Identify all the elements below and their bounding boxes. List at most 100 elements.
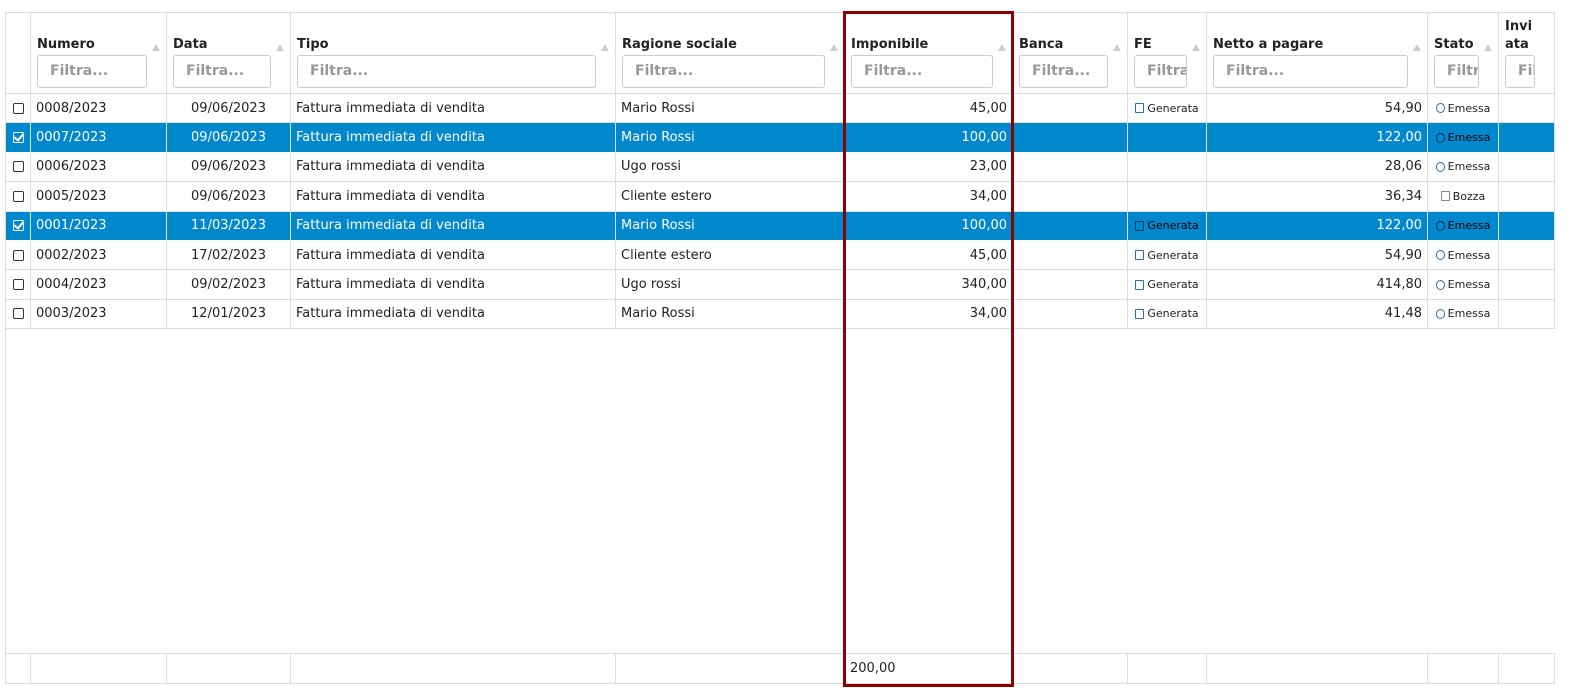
cell-text: Cliente estero bbox=[621, 247, 712, 263]
cell-text: Mario Rossi bbox=[621, 100, 695, 116]
filter-input[interactable]: Filtra... bbox=[622, 55, 825, 88]
table-cell: Mario Rossi bbox=[616, 94, 845, 124]
status-icon bbox=[1435, 220, 1445, 231]
table-cell bbox=[1013, 123, 1128, 153]
cell-text: 34,00 bbox=[969, 306, 1007, 322]
cell-text: 36,34 bbox=[1384, 188, 1422, 204]
checkbox-cell bbox=[5, 211, 31, 241]
filter-input[interactable]: Filtra... bbox=[1019, 55, 1108, 88]
header-cell bbox=[1128, 12, 1207, 94]
sort-arrow[interactable] bbox=[998, 44, 1006, 51]
cell-text: 09/06/2023 bbox=[191, 100, 266, 116]
checkbox-cell bbox=[5, 270, 31, 300]
cell-text: 09/06/2023 bbox=[191, 159, 266, 175]
table-cell: Mario Rossi bbox=[616, 123, 845, 153]
status-icon bbox=[1135, 103, 1145, 114]
cell-text: 23,00 bbox=[969, 159, 1007, 175]
row-checkbox[interactable] bbox=[12, 279, 24, 291]
filter-input[interactable]: Filtra... bbox=[1134, 55, 1187, 88]
table-cell: Emessa bbox=[1428, 94, 1499, 124]
filter-input[interactable]: Filtra... bbox=[1213, 55, 1408, 88]
header-cell bbox=[1428, 12, 1499, 94]
table-cell bbox=[1499, 270, 1555, 300]
table-cell bbox=[1499, 152, 1555, 183]
sort-arrow[interactable] bbox=[1113, 44, 1121, 51]
status-icon bbox=[1435, 161, 1445, 172]
row-checkbox[interactable] bbox=[12, 130, 25, 144]
checkbox-cell bbox=[5, 94, 31, 124]
filter-input[interactable]: Filtra... bbox=[851, 55, 993, 88]
footer-cell bbox=[1428, 653, 1499, 684]
cell-text: Emessa bbox=[1447, 101, 1491, 115]
cell-text: Fattura immediata di vendita bbox=[296, 247, 485, 263]
row-checkbox[interactable] bbox=[12, 190, 24, 202]
table-cell bbox=[1499, 182, 1555, 212]
row-checkbox[interactable] bbox=[12, 161, 24, 173]
filter-input[interactable]: Filtra... bbox=[297, 55, 596, 88]
cell-text: 17/02/2023 bbox=[191, 247, 266, 263]
cell-text: 54,90 bbox=[1384, 247, 1422, 263]
sort-arrow[interactable] bbox=[1192, 44, 1200, 51]
row-checkbox[interactable] bbox=[12, 102, 24, 114]
table-cell: 12/01/2023 bbox=[167, 299, 291, 330]
table-cell: 122,00 bbox=[1207, 211, 1428, 241]
cell-text: 09/06/2023 bbox=[191, 188, 266, 204]
column-label: FE bbox=[1134, 37, 1152, 52]
cell-text: Emessa bbox=[1447, 248, 1491, 262]
sort-arrow[interactable] bbox=[1413, 44, 1421, 51]
cell-text: 0003/2023 bbox=[36, 306, 107, 322]
table-cell: 0005/2023 bbox=[31, 182, 167, 212]
table-cell: Fattura immediata di vendita bbox=[291, 152, 616, 183]
footer-cell bbox=[1013, 653, 1128, 684]
cell-text: Emessa bbox=[1447, 131, 1491, 145]
header-cell bbox=[291, 12, 616, 94]
table-cell: Generata bbox=[1128, 270, 1207, 300]
cell-text: 0007/2023 bbox=[36, 130, 107, 146]
row-checkbox[interactable] bbox=[12, 249, 24, 261]
table-cell bbox=[1499, 123, 1555, 153]
cell-text: Ugo rossi bbox=[621, 159, 682, 175]
column-label: Tipo bbox=[297, 37, 329, 52]
table-cell: Bozza bbox=[1428, 182, 1499, 212]
row-checkbox[interactable] bbox=[12, 308, 24, 320]
table-cell: 0008/2023 bbox=[31, 94, 167, 124]
table-cell bbox=[1013, 182, 1128, 212]
table-cell: 41,48 bbox=[1207, 299, 1428, 330]
cell-text: 09/02/2023 bbox=[191, 277, 266, 293]
sort-arrow[interactable] bbox=[601, 44, 609, 51]
column-label: Stato bbox=[1434, 37, 1474, 52]
filter-input[interactable]: Filtra... bbox=[1434, 55, 1479, 88]
table-cell: Cliente estero bbox=[616, 182, 845, 212]
filter-input[interactable]: Filtra... bbox=[1505, 55, 1535, 88]
cell-text: 100,00 bbox=[961, 218, 1008, 234]
cell-text: Mario Rossi bbox=[621, 130, 695, 146]
table-cell bbox=[1013, 152, 1128, 183]
sort-arrow[interactable] bbox=[276, 44, 284, 51]
row-checkbox[interactable] bbox=[12, 218, 25, 232]
table-cell: Fattura immediata di vendita bbox=[291, 211, 616, 241]
status-icon bbox=[1135, 250, 1145, 261]
table-cell: Generata bbox=[1128, 94, 1207, 124]
cell-text: Bozza bbox=[1452, 189, 1486, 203]
table-cell: Generata bbox=[1128, 299, 1207, 330]
table-cell: 17/02/2023 bbox=[167, 241, 291, 271]
table-cell: Mario Rossi bbox=[616, 299, 845, 330]
table-cell: Mario Rossi bbox=[616, 211, 845, 241]
checkbox-cell bbox=[5, 182, 31, 212]
checkbox-cell bbox=[5, 152, 31, 183]
cell-text: 122,00 bbox=[1376, 130, 1423, 146]
table-cell: Fattura immediata di vendita bbox=[291, 241, 616, 271]
cell-text: Emessa bbox=[1447, 307, 1491, 321]
sort-arrow[interactable] bbox=[1484, 44, 1492, 51]
filter-input[interactable]: Filtra... bbox=[173, 55, 271, 88]
sort-arrow[interactable] bbox=[152, 44, 160, 51]
table-cell: 09/06/2023 bbox=[167, 152, 291, 183]
status-icon bbox=[1435, 103, 1445, 114]
cell-text: 09/06/2023 bbox=[191, 130, 266, 146]
sort-arrow[interactable] bbox=[830, 44, 838, 51]
table-cell: Fattura immediata di vendita bbox=[291, 123, 616, 153]
table-cell: 0002/2023 bbox=[31, 241, 167, 271]
status-icon bbox=[1440, 191, 1450, 202]
table-cell: Emessa bbox=[1428, 299, 1499, 330]
filter-input[interactable]: Filtra... bbox=[37, 55, 147, 88]
